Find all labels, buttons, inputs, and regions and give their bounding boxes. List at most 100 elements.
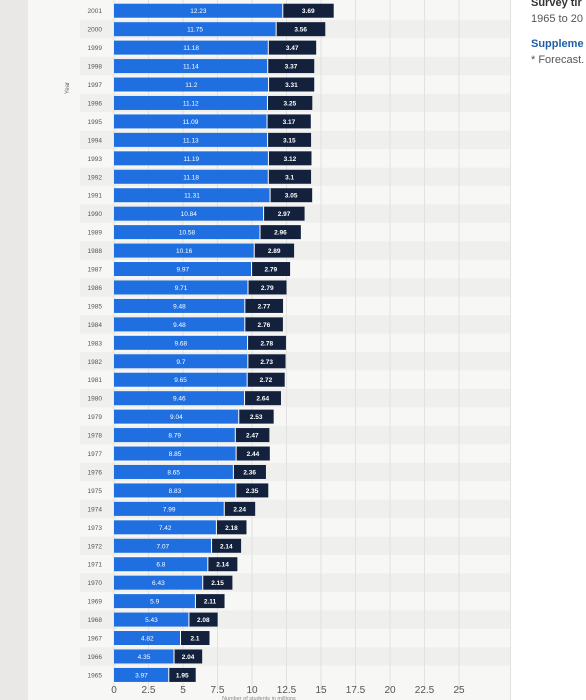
- data-label-series2: 1.95: [176, 672, 189, 679]
- category-tick-label: 1986: [88, 285, 103, 292]
- bar-series1: [114, 649, 175, 664]
- bar-series1: [114, 169, 269, 184]
- data-label-series2: 2.89: [268, 248, 281, 255]
- bar-series2: [244, 391, 281, 406]
- category-tick-label: 1970: [88, 580, 103, 587]
- category-tick-label: 1965: [88, 672, 103, 679]
- data-label-series2: 3.12: [284, 156, 297, 163]
- bar-series1: [114, 298, 245, 313]
- data-label-series2: 2.72: [260, 377, 273, 384]
- bar-series2: [211, 538, 242, 553]
- data-label-series2: 2.36: [243, 469, 256, 476]
- bar-series1: [114, 206, 264, 221]
- bar-series1: [114, 335, 248, 350]
- bar-series1: [114, 317, 245, 332]
- data-label-series1: 7.42: [159, 525, 172, 532]
- data-label-series2: 2.79: [261, 285, 274, 292]
- bar-series1: [114, 464, 234, 479]
- data-label-series1: 5.43: [145, 617, 158, 624]
- bar-series1: [114, 594, 196, 609]
- bar-series2: [247, 335, 286, 350]
- data-label-series1: 9.48: [173, 322, 186, 329]
- bar-series1: [114, 225, 261, 240]
- bar-series2: [251, 262, 291, 277]
- data-label-series1: 9.46: [173, 396, 186, 403]
- category-tick-label: 1998: [88, 64, 103, 71]
- category-tick-label: 1975: [88, 488, 103, 495]
- data-label-series2: 2.78: [260, 340, 273, 347]
- data-label-series2: 2.11: [204, 599, 217, 606]
- bar-series2: [254, 243, 295, 258]
- category-tick-label: 1987: [88, 267, 103, 274]
- bar-series2: [267, 95, 313, 110]
- category-tick-label: 1989: [88, 230, 103, 237]
- data-label-series2: 3.25: [284, 100, 297, 107]
- category-tick-label: 1966: [88, 654, 103, 661]
- data-label-series2: 2.08: [197, 617, 210, 624]
- data-label-series1: 11.18: [183, 45, 199, 52]
- category-tick-label: 1980: [88, 396, 103, 403]
- category-tick-label: 1977: [88, 451, 103, 458]
- survey-time-range: 1965 to 20: [531, 13, 583, 25]
- bar-series2: [282, 3, 334, 18]
- bar-series2: [263, 206, 305, 221]
- bar-series1: [114, 262, 252, 277]
- category-tick-label: 1991: [88, 193, 103, 200]
- x-tick-label: 22.5: [415, 685, 435, 696]
- bar-series2: [268, 40, 317, 55]
- category-tick-label: 1995: [88, 119, 103, 126]
- x-tick-label: 17.5: [346, 685, 366, 696]
- category-tick-label: 1978: [88, 433, 103, 440]
- data-label-series2: 2.14: [216, 562, 229, 569]
- data-label-series1: 11.31: [184, 193, 200, 200]
- bar-series2: [238, 409, 274, 424]
- x-axis-title: Number of students in millions: [222, 696, 296, 700]
- bar-series1: [114, 59, 268, 74]
- x-tick-label: 0: [111, 685, 117, 696]
- bar-series2: [244, 298, 284, 313]
- data-label-series1: 4.35: [138, 654, 151, 661]
- bar-series2: [247, 280, 287, 295]
- data-label-series2: 2.35: [246, 488, 259, 495]
- bar-series2: [195, 594, 225, 609]
- data-label-series2: 2.53: [250, 414, 263, 421]
- bar-series1: [114, 428, 236, 443]
- x-tick-label: 5: [180, 685, 186, 696]
- bar-series1: [114, 40, 269, 55]
- data-label-series2: 2.14: [220, 543, 233, 550]
- bar-series1: [114, 372, 248, 387]
- category-tick-label: 1993: [88, 156, 103, 163]
- data-label-series2: 2.24: [233, 506, 246, 513]
- category-tick-label: 1968: [88, 617, 103, 624]
- data-label-series2: 2.47: [246, 433, 259, 440]
- category-tick-label: 1973: [88, 525, 103, 532]
- data-label-series1: 10.16: [176, 248, 193, 255]
- bar-series2: [247, 372, 285, 387]
- bar-series1: [114, 557, 208, 572]
- x-tick-label: 20: [384, 685, 396, 696]
- data-label-series1: 5.9: [150, 599, 159, 606]
- bar-series2: [268, 151, 312, 166]
- category-tick-label: 1979: [88, 414, 103, 421]
- data-label-series1: 11.09: [183, 119, 199, 126]
- data-label-series2: 2.73: [260, 359, 273, 366]
- data-label-series1: 8.65: [167, 469, 180, 476]
- bar-series1: [114, 77, 269, 92]
- y-axis-title: Year: [65, 82, 71, 94]
- category-tick-label: 1972: [88, 543, 103, 550]
- data-label-series1: 3.97: [135, 672, 148, 679]
- bar-series2: [247, 354, 286, 369]
- bar-series1: [114, 151, 269, 166]
- bar-series1: [114, 446, 237, 461]
- category-tick-label: 1990: [88, 211, 103, 218]
- data-label-series2: 3.56: [294, 27, 307, 34]
- bar-series1: [114, 483, 236, 498]
- data-label-series1: 7.07: [156, 543, 169, 550]
- category-tick-label: 1969: [88, 599, 103, 606]
- data-label-series2: 2.79: [265, 267, 278, 274]
- bar-series2: [244, 317, 283, 332]
- data-label-series1: 9.97: [176, 267, 189, 274]
- data-label-series2: 3.47: [286, 45, 299, 52]
- data-label-series1: 9.68: [174, 340, 187, 347]
